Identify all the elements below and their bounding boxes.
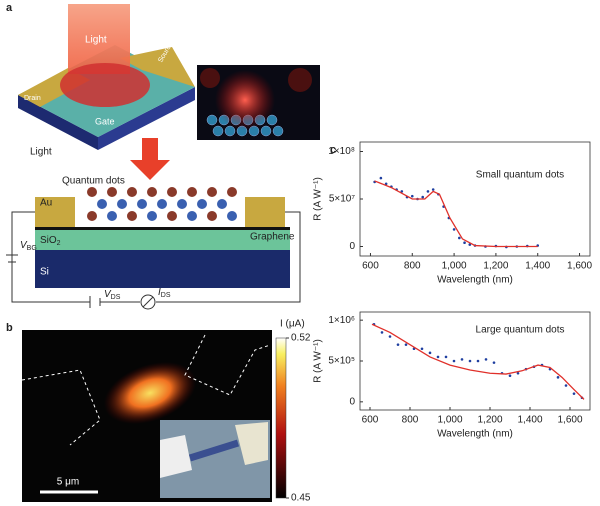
panel-label: c	[330, 144, 336, 156]
colorbar-tick-label: 0.52	[291, 333, 311, 344]
data-point	[388, 335, 392, 338]
text: I	[158, 287, 161, 298]
data-point	[508, 374, 512, 378]
y-tick-label: 1×10⁶	[328, 315, 355, 326]
annotation: Small quantum dots	[476, 170, 564, 181]
x-tick-label: 1,600	[557, 415, 582, 426]
panel-label: b	[6, 322, 13, 334]
text: DS	[161, 292, 171, 299]
device-3d	[18, 4, 195, 150]
data-point	[460, 358, 464, 361]
data-point	[458, 236, 461, 240]
data-point	[404, 343, 408, 346]
x-tick-label: 600	[362, 261, 379, 272]
text: SiO	[40, 235, 57, 246]
y-tick-label: 5×10⁷	[329, 194, 356, 205]
photocurrent-map	[21, 330, 272, 502]
vds-label: VDS	[104, 289, 121, 301]
arrow	[130, 138, 170, 180]
gate-label: Gate	[95, 116, 115, 126]
vbg-label: VBG	[20, 240, 37, 252]
data-point	[476, 359, 480, 363]
x-tick-label: 1,000	[442, 261, 467, 272]
data-point	[421, 195, 425, 199]
data-point	[463, 241, 466, 244]
data-point	[428, 351, 432, 355]
data-point	[516, 371, 520, 375]
text: BG	[27, 245, 37, 252]
au-label: Au	[40, 198, 52, 209]
sio2-label: SiO2	[40, 235, 61, 247]
data-point	[444, 355, 448, 359]
y-tick-label: 0	[349, 241, 355, 252]
data-point	[572, 392, 576, 395]
y-axis-label: R (A W⁻¹)	[313, 177, 324, 221]
graphene-label: Graphene	[250, 232, 295, 243]
x-axis-label: Wavelength (nm)	[437, 275, 513, 286]
x-tick-label: 800	[402, 415, 419, 426]
data-point	[468, 243, 472, 246]
data-point	[400, 190, 404, 193]
x-tick-label: 1,200	[483, 261, 508, 272]
text: 2	[57, 240, 61, 247]
colorbar	[275, 337, 287, 499]
quantum-dots-label: Quantum dots	[62, 176, 125, 187]
data-point	[431, 188, 435, 191]
x-axis-label: Wavelength (nm)	[437, 429, 513, 440]
text: DS	[111, 294, 121, 301]
x-tick-label: 1,400	[517, 415, 542, 426]
panel-label: a	[6, 2, 13, 14]
data-point	[426, 190, 430, 193]
inset-photo	[197, 65, 320, 140]
cross-section	[6, 187, 301, 310]
colorbar-tick-label: 0.45	[291, 493, 311, 504]
text: V	[104, 289, 112, 300]
x-tick-label: 1,000	[437, 415, 462, 426]
x-tick-label: 600	[362, 415, 379, 426]
fit-line	[371, 323, 585, 400]
data-point	[379, 176, 383, 180]
data-point	[452, 228, 456, 231]
y-tick-label: 1×10⁸	[328, 146, 355, 157]
data-point	[384, 182, 388, 186]
si-label: Si	[40, 267, 49, 278]
data-point	[420, 347, 424, 351]
data-point	[468, 359, 472, 363]
x-tick-label: 800	[404, 261, 421, 272]
light-label: Light	[30, 147, 52, 158]
light-label: Light	[85, 35, 107, 46]
data-point	[492, 361, 496, 364]
x-tick-label: 1,200	[477, 415, 502, 426]
y-axis-label: R (A W⁻¹)	[313, 339, 324, 383]
text: V	[20, 240, 28, 251]
data-point	[436, 355, 440, 359]
data-point	[452, 359, 456, 363]
x-tick-label: 1,400	[525, 261, 550, 272]
ids-label: IDS	[158, 287, 171, 299]
fit-line	[374, 180, 538, 248]
annotation: Large quantum dots	[476, 325, 565, 336]
data-point	[396, 343, 400, 346]
y-tick-label: 5×10⁵	[328, 356, 355, 367]
drain-label: Drain	[24, 95, 41, 102]
scale-bar-label: 5 μm	[57, 477, 79, 488]
data-point	[484, 358, 488, 361]
data-point	[410, 194, 414, 198]
plot-frame	[359, 141, 591, 257]
y-tick-label: 0	[349, 396, 355, 407]
data-point	[564, 384, 568, 387]
data-point	[380, 331, 384, 334]
colorbar-label: I (μA)	[280, 319, 305, 330]
x-tick-label: 1,600	[567, 261, 592, 272]
data-point	[556, 376, 560, 379]
